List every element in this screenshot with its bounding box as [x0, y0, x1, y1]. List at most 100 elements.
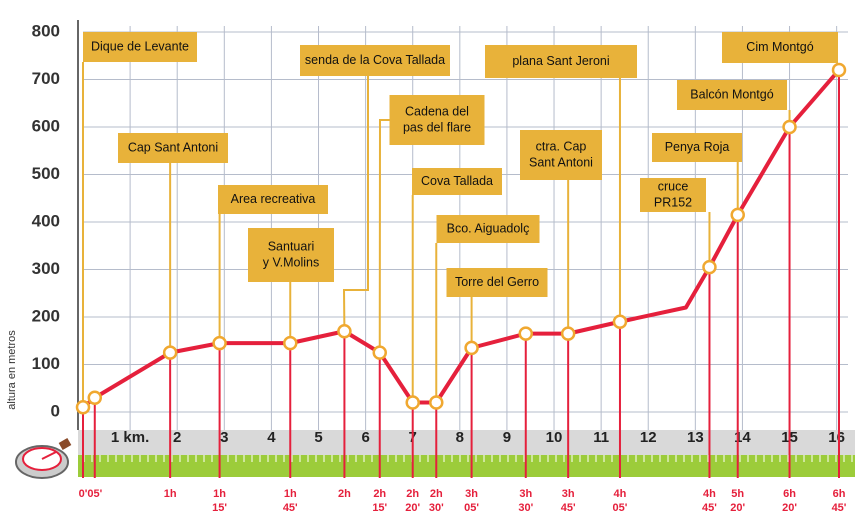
place-box: [436, 215, 540, 243]
time-label: 1h: [284, 488, 297, 500]
x-tick-label: 11: [593, 429, 609, 446]
time-label: 1h: [164, 488, 177, 500]
ground-band: [78, 455, 855, 477]
time-label: 45': [832, 502, 847, 514]
place-label: plana Sant Jeroni: [512, 54, 609, 68]
x-tick-label: 12: [640, 429, 657, 446]
time-label: 3h: [519, 488, 532, 500]
place-box: [652, 133, 742, 162]
x-tick-label: 1 km.: [111, 429, 149, 446]
place-box: [446, 268, 548, 297]
place-box: [520, 130, 602, 180]
place-label: Santuari: [268, 239, 315, 253]
time-label: 45': [561, 502, 576, 514]
time-label: 5h: [731, 488, 744, 500]
point-marker: [560, 326, 576, 341]
time-label: 2h: [430, 488, 443, 500]
x-tick-label: 3: [220, 429, 228, 446]
place-label: Area recreativa: [231, 192, 316, 206]
place-label: ctra. Cap: [536, 139, 587, 153]
x-tick-label: 16: [828, 429, 845, 446]
time-label: 6h: [833, 488, 846, 500]
point-marker: [283, 335, 298, 351]
time-label: 2h: [338, 488, 351, 500]
x-tick-label: 4: [267, 429, 276, 446]
time-label: 2h: [373, 488, 386, 500]
time-label: 20': [730, 502, 745, 514]
time-label: 15': [212, 502, 227, 514]
place-label: Sant Antoni: [529, 155, 593, 169]
time-label: 3h: [562, 488, 575, 500]
point-marker: [162, 345, 178, 360]
y-tick-label: 800: [32, 21, 60, 40]
time-label: 4h: [614, 488, 627, 500]
point-marker: [87, 390, 103, 405]
y-axis-title: altura en metros: [6, 330, 18, 410]
place-box: [640, 178, 706, 212]
time-label: 20': [782, 502, 797, 514]
x-tick-label: 8: [456, 429, 464, 446]
point-marker: [372, 345, 387, 360]
leader-line: [378, 119, 390, 353]
place-label: cruce: [658, 179, 689, 193]
km-band: [78, 430, 855, 455]
place-label: Cadena del: [405, 104, 469, 118]
time-label: 1h: [213, 488, 226, 500]
x-tick-label: 10: [546, 429, 563, 446]
place-box: [218, 185, 328, 214]
time-label: 4h: [703, 488, 716, 500]
place-box: [722, 32, 838, 63]
time-label: 0': [79, 488, 88, 500]
point-marker: [782, 119, 797, 135]
time-label: 05': [87, 488, 102, 500]
point-marker: [75, 400, 91, 415]
place-box: [389, 95, 485, 145]
point-marker: [518, 326, 534, 341]
point-marker: [464, 340, 479, 356]
place-label: Dique de Levante: [91, 39, 189, 53]
y-tick-label: 700: [32, 69, 60, 88]
leader-line: [342, 76, 369, 332]
time-label: 45': [702, 502, 717, 514]
place-label: Penya Roja: [665, 140, 730, 154]
x-tick-label: 9: [503, 429, 511, 446]
time-label: 6h: [783, 488, 796, 500]
time-label: 45': [283, 502, 298, 514]
x-tick-label: 2: [173, 429, 181, 446]
place-box: [300, 45, 450, 76]
y-tick-label: 400: [32, 211, 60, 230]
point-marker: [405, 395, 420, 410]
place-label: Cim Montgó: [746, 40, 813, 54]
x-tick-label: 13: [687, 429, 704, 446]
place-label: Bco. Aiguadolç: [447, 221, 530, 235]
place-label: Balcón Montgó: [690, 87, 773, 101]
place-label: Torre del Gerro: [455, 275, 539, 289]
point-marker: [730, 207, 745, 223]
y-tick-label: 0: [51, 401, 60, 420]
compass-icon: [15, 438, 72, 479]
point-marker: [212, 335, 227, 351]
y-tick-label: 300: [32, 259, 60, 278]
y-tick-label: 200: [32, 306, 60, 325]
place-box: [412, 168, 502, 195]
y-tick-label: 500: [32, 164, 60, 183]
x-tick-label: 14: [734, 429, 751, 446]
place-label: senda de la Cova Tallada: [305, 53, 445, 67]
profile-line: [81, 68, 841, 409]
place-box: [248, 228, 334, 282]
time-label: 05': [464, 502, 479, 514]
point-marker: [612, 314, 628, 329]
time-label: 30': [518, 502, 533, 514]
time-label: 20': [405, 502, 420, 514]
time-label: 15': [372, 502, 387, 514]
time-label: 05': [613, 502, 628, 514]
place-label: Cap Sant Antoni: [128, 140, 218, 154]
time-label: 2h: [406, 488, 419, 500]
place-label: PR152: [654, 195, 692, 209]
time-label: 3h: [465, 488, 478, 500]
place-label: Cova Tallada: [421, 174, 493, 188]
place-box: [677, 80, 787, 110]
y-tick-label: 600: [32, 116, 60, 135]
point-marker: [831, 62, 847, 78]
